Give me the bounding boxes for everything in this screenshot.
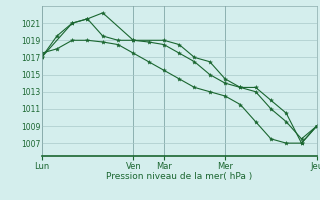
X-axis label: Pression niveau de la mer( hPa ): Pression niveau de la mer( hPa ) [106, 172, 252, 181]
